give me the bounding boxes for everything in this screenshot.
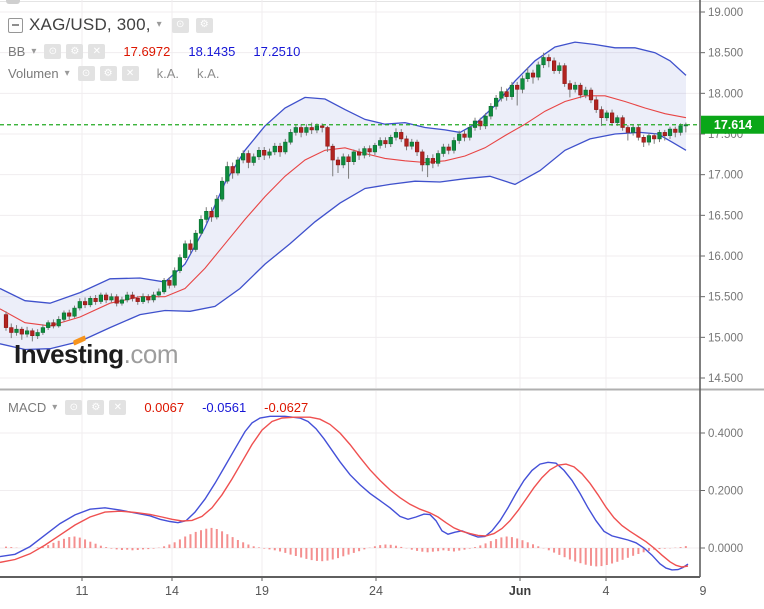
volume-visibility-button[interactable]: ⊙ [77, 66, 95, 81]
gear-icon: ⚙ [70, 45, 80, 57]
chevron-down-icon[interactable]: ▾ [156, 19, 162, 30]
svg-text:15.500: 15.500 [708, 292, 743, 304]
macd-visibility-button[interactable]: ⊙ [65, 400, 83, 415]
svg-text:14.500: 14.500 [708, 373, 743, 385]
macd-remove-button[interactable]: ✕ [109, 400, 127, 415]
svg-text:24: 24 [369, 584, 383, 598]
svg-text:11: 11 [76, 584, 89, 598]
chevron-down-icon[interactable]: ▾ [64, 67, 70, 79]
gear-icon: ⚙ [103, 67, 113, 79]
macd-settings-button[interactable]: ⚙ [87, 400, 105, 415]
symbol-visibility-button[interactable]: ⊙ [171, 17, 189, 33]
bb-lower-value: 17.2510 [253, 44, 301, 59]
svg-text:14: 14 [165, 584, 179, 598]
symbol-legend: XAG/USD, 300, ▾ ⊙ ⚙ [8, 15, 213, 35]
close-icon: ✕ [113, 401, 122, 413]
logo-text: Investing [14, 335, 124, 369]
gear-icon: ⚙ [199, 19, 209, 30]
svg-text:0.4000: 0.4000 [708, 428, 743, 440]
bb-visibility-button[interactable]: ⊙ [44, 44, 62, 59]
bb-indicator-legend: BB ▾ ⊙ ⚙ ✕ 17.6972 18.1435 17.2510 [8, 44, 300, 59]
bb-middle-value: 17.6972 [123, 44, 171, 59]
close-icon: ✕ [92, 45, 102, 57]
investing-logo: Investing .com [14, 335, 178, 369]
svg-text:0.0000: 0.0000 [708, 543, 743, 555]
bb-settings-button[interactable]: ⚙ [66, 44, 84, 59]
volume-indicator-legend: Volumen ▾ ⊙ ⚙ ✕ k.A. k.A. [8, 66, 219, 81]
top-divider [0, 1, 764, 2]
gear-icon: ⚙ [91, 401, 101, 413]
chevron-down-icon[interactable]: ▾ [52, 401, 58, 413]
svg-text:17.000: 17.000 [708, 170, 743, 182]
svg-text:19: 19 [255, 584, 269, 598]
bb-remove-button[interactable]: ✕ [88, 44, 106, 59]
bb-upper-value: 18.1435 [188, 44, 236, 59]
symbol-settings-button[interactable]: ⚙ [195, 17, 213, 33]
svg-text:16.500: 16.500 [708, 210, 743, 222]
svg-text:16.000: 16.000 [708, 251, 743, 263]
chevron-down-icon[interactable]: ▾ [31, 45, 37, 57]
svg-text:0.2000: 0.2000 [708, 486, 743, 498]
collapse-pane-button[interactable] [8, 17, 23, 33]
svg-text:18.500: 18.500 [708, 48, 743, 60]
eye-icon: ⊙ [69, 401, 78, 413]
eye-icon: ⊙ [48, 45, 58, 57]
svg-text:17.614: 17.614 [714, 118, 752, 132]
svg-text:18.000: 18.000 [708, 88, 743, 100]
macd-label: MACD [8, 400, 47, 415]
volume-settings-button[interactable]: ⚙ [99, 66, 117, 81]
macd-signal-value: -0.0627 [264, 400, 309, 415]
svg-text:15.000: 15.000 [708, 332, 743, 344]
chart-scroll-handle[interactable] [6, 0, 20, 4]
volume-label: Volumen [8, 66, 59, 81]
volume-value-2: k.A. [197, 66, 220, 81]
close-icon: ✕ [125, 67, 135, 79]
svg-text:Jun: Jun [509, 584, 531, 598]
eye-icon: ⊙ [175, 19, 185, 30]
svg-text:9: 9 [700, 584, 707, 598]
eye-icon: ⊙ [81, 67, 91, 79]
volume-remove-button[interactable]: ✕ [121, 66, 139, 81]
macd-indicator-legend: MACD ▾ ⊙ ⚙ ✕ 0.0067 -0.0561 -0.0627 [8, 400, 308, 415]
macd-histogram-value: 0.0067 [144, 400, 185, 415]
volume-value-1: k.A. [156, 66, 180, 81]
symbol-title: XAG/USD, 300, [29, 15, 151, 34]
macd-line-value: -0.0561 [202, 400, 247, 415]
svg-text:4: 4 [603, 584, 610, 598]
svg-text:19.000: 19.000 [708, 7, 743, 19]
bb-label: BB [8, 44, 26, 59]
